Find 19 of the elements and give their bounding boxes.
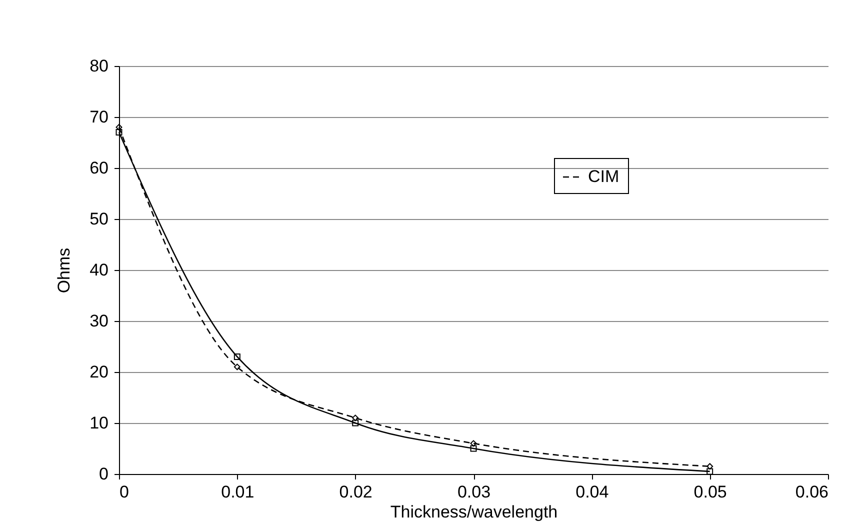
x-tick-label: 0.02	[339, 482, 372, 502]
y-tick-label: 20	[90, 362, 108, 382]
x-tick-label: 0.03	[457, 482, 491, 502]
y-tick-label: 50	[90, 210, 108, 228]
y-tick-label: 60	[90, 158, 108, 178]
legend-label: CIM	[588, 167, 620, 186]
y-tick-label: 30	[90, 312, 108, 330]
y-tick-label: 0	[99, 464, 108, 484]
y-tick-label: 70	[90, 108, 108, 126]
y-axis-title: Ohms	[54, 248, 74, 294]
y-tick-label: 10	[90, 414, 108, 432]
x-axis-title: Thickness/wavelength	[390, 502, 558, 522]
x-tick-label: 0.01	[221, 482, 254, 502]
x-tick-label: 0	[120, 482, 129, 502]
x-tick-label: 0.06	[795, 482, 828, 502]
x-tick-label: 0.05	[694, 482, 727, 502]
y-tick-label: 40	[90, 260, 108, 280]
y-tick-label: 80	[90, 56, 108, 76]
x-tick-label: 0.04	[576, 482, 609, 502]
